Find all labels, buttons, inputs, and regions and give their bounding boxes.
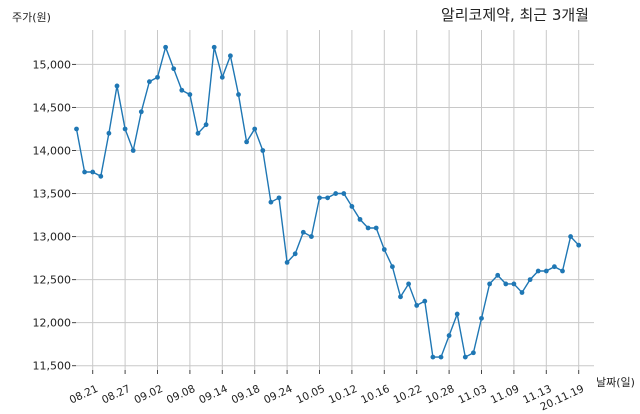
data-point	[276, 195, 282, 201]
y-tick-label: 12,000	[33, 317, 72, 330]
x-tick-label: 09.24	[262, 383, 295, 407]
data-point	[373, 225, 379, 231]
x-axis-label: 날짜(일)	[596, 375, 635, 389]
data-point	[236, 92, 241, 97]
y-tick-label: 11,500	[33, 360, 72, 373]
y-tick-label: 12,500	[33, 274, 72, 287]
x-tick-label: 10.28	[424, 383, 456, 407]
data-point	[519, 290, 525, 295]
x-tick-label: 10.12	[327, 383, 359, 407]
data-point	[309, 234, 314, 239]
data-point	[422, 298, 428, 304]
data-point	[560, 268, 565, 274]
x-tick-label: 10.16	[359, 383, 392, 407]
y-tick-label: 14,000	[33, 145, 72, 158]
data-point	[90, 169, 96, 175]
data-point	[568, 234, 573, 239]
data-point	[171, 66, 177, 72]
x-tick-label: 10.22	[392, 383, 424, 407]
data-point	[114, 83, 120, 89]
data-point	[187, 92, 193, 97]
data-point	[195, 130, 201, 136]
data-point	[552, 264, 557, 270]
data-point	[138, 109, 144, 115]
x-tick-label: 11.09	[489, 383, 521, 407]
grid	[76, 30, 594, 370]
data-point	[511, 281, 517, 287]
data-point	[268, 199, 274, 205]
data-point	[292, 251, 298, 257]
data-point	[381, 247, 387, 252]
chart-title: 알리코제약, 최근 3개월	[441, 6, 589, 24]
data-point	[130, 148, 136, 153]
y-tick-labels: 11,500 12,000 12,500 13,000 13,500 14,000 14,5…	[33, 58, 72, 372]
data-point	[203, 122, 209, 128]
data-point	[98, 173, 104, 179]
data-point	[365, 225, 371, 231]
x-tick-label: 08.21	[68, 383, 100, 407]
y-axis-label: 주가(원)	[12, 11, 51, 24]
data-point	[333, 191, 339, 196]
data-point	[357, 216, 363, 222]
data-point	[284, 260, 290, 265]
data-points	[74, 44, 582, 360]
data-point	[244, 139, 250, 145]
x-tick-label: 09.08	[165, 383, 197, 407]
x-tick-label: 09.02	[132, 383, 164, 407]
data-point	[211, 44, 217, 50]
x-tick-label: 11.03	[456, 383, 488, 407]
data-point	[414, 303, 420, 308]
data-point	[462, 354, 468, 360]
data-point	[147, 79, 152, 85]
data-point	[228, 53, 233, 59]
data-point	[179, 87, 185, 93]
x-tick-label: 09.18	[230, 383, 262, 407]
x-tick-label: 08.27	[100, 383, 132, 407]
data-point	[74, 126, 79, 132]
data-point	[446, 333, 452, 338]
y-tick-label: 13,500	[33, 188, 72, 201]
data-point	[260, 148, 266, 153]
data-point	[503, 281, 509, 287]
x-tick-labels: 08.21 08.27 09.02 09.08 09.14 09.18 09.24 10.05…	[68, 383, 586, 414]
x-tick-label: 09.14	[197, 383, 230, 407]
x-tick-label: 10.05	[294, 383, 326, 407]
y-tick-label: 15,000	[33, 58, 72, 71]
data-point	[300, 229, 306, 235]
price-line	[75, 44, 580, 359]
y-tick-label: 13,000	[33, 231, 72, 244]
y-tick-label: 14,500	[33, 101, 72, 114]
data-point	[487, 281, 492, 287]
data-point	[576, 242, 582, 248]
data-point	[163, 44, 169, 50]
data-point	[479, 315, 484, 321]
data-point	[155, 74, 160, 80]
data-point	[430, 354, 436, 360]
data-point	[106, 130, 112, 136]
data-point	[325, 195, 330, 201]
data-point	[471, 350, 476, 356]
data-point	[398, 294, 403, 300]
data-point	[454, 311, 460, 317]
data-point	[406, 281, 411, 287]
data-point	[543, 268, 549, 274]
data-point	[535, 268, 541, 274]
data-point	[390, 264, 395, 270]
data-point	[349, 204, 355, 209]
data-point	[495, 272, 501, 278]
data-point	[317, 195, 322, 201]
data-point	[82, 169, 87, 175]
axes	[72, 63, 580, 374]
data-point	[122, 126, 128, 132]
data-point	[341, 191, 347, 196]
data-point	[527, 277, 533, 283]
data-point	[252, 126, 258, 132]
data-point	[438, 354, 444, 360]
data-point	[219, 74, 225, 80]
